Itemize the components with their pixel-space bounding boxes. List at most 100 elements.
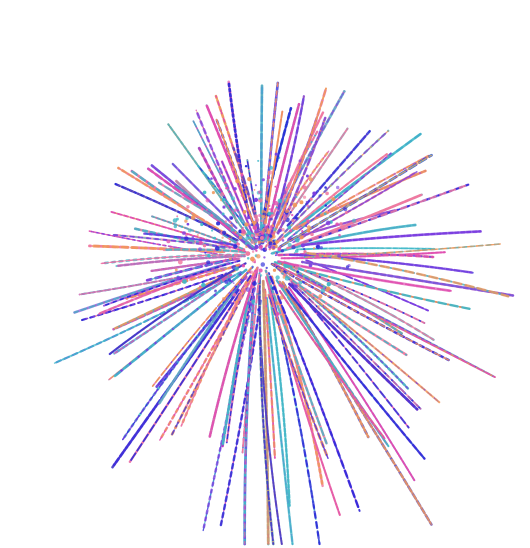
firework-spark bbox=[302, 185, 307, 190]
firework-spark bbox=[233, 244, 238, 249]
firework-streak bbox=[243, 296, 255, 545]
firework-streak bbox=[162, 248, 247, 254]
firework-spark bbox=[206, 209, 208, 211]
firework-streak bbox=[151, 267, 253, 387]
firework-spark bbox=[268, 204, 271, 208]
firework-spark bbox=[319, 246, 323, 250]
firework-streak bbox=[270, 262, 409, 390]
firework-spark bbox=[264, 247, 268, 251]
firework-streak bbox=[266, 297, 294, 545]
firework-spark bbox=[232, 282, 235, 284]
firework-spark bbox=[335, 222, 339, 226]
firework-streak bbox=[277, 116, 327, 235]
firework-spark bbox=[288, 206, 292, 210]
firework-streak bbox=[219, 299, 262, 527]
firework-streak bbox=[259, 84, 264, 234]
firework-spark bbox=[279, 295, 284, 300]
firework-spark bbox=[268, 170, 273, 175]
firework-spark bbox=[287, 242, 292, 247]
firework-spark bbox=[302, 195, 307, 199]
firework-spark bbox=[244, 242, 248, 245]
firework-spark bbox=[177, 259, 183, 265]
firework-spark bbox=[301, 230, 304, 233]
firework-spark bbox=[274, 252, 277, 255]
firework-streak bbox=[196, 164, 257, 244]
firework-spark bbox=[303, 250, 307, 254]
firework-spark bbox=[265, 266, 268, 270]
firework-spark bbox=[272, 242, 277, 246]
firework-spark bbox=[294, 266, 299, 271]
firework-spark bbox=[230, 224, 233, 227]
firework-spark bbox=[318, 294, 323, 299]
firework-spark bbox=[278, 261, 280, 264]
firework-spark bbox=[186, 222, 190, 226]
firework-streak bbox=[270, 275, 324, 488]
firework-spark bbox=[182, 279, 187, 284]
firework-spark bbox=[244, 190, 248, 194]
firework-streak bbox=[304, 230, 482, 246]
firework-spark bbox=[248, 271, 252, 274]
firework-spark bbox=[257, 308, 261, 312]
firework-streak bbox=[113, 276, 231, 355]
firework-spark bbox=[248, 252, 251, 255]
firework-spark bbox=[272, 239, 275, 242]
firework-streak bbox=[112, 234, 231, 249]
firework-spark bbox=[266, 233, 268, 235]
firework-spark bbox=[251, 250, 255, 253]
firework-spark bbox=[271, 286, 275, 291]
firework-spark bbox=[305, 174, 309, 178]
firework-spark bbox=[267, 244, 272, 249]
firework-streak bbox=[221, 293, 251, 448]
firework-spark bbox=[299, 235, 304, 240]
firework-spark bbox=[204, 263, 208, 268]
firework-spark bbox=[207, 253, 211, 258]
firework-spark bbox=[228, 220, 232, 224]
firework-streak bbox=[159, 267, 258, 441]
firework-spark bbox=[275, 240, 279, 244]
firework-spark bbox=[328, 238, 331, 241]
firework-spark bbox=[300, 243, 305, 248]
firework-spark bbox=[339, 247, 342, 249]
firework-streak bbox=[277, 154, 433, 249]
firework-spark bbox=[254, 217, 260, 223]
firework-streak bbox=[303, 243, 501, 258]
firework-streak bbox=[208, 266, 259, 438]
firework-spark bbox=[219, 192, 225, 197]
firework-spark bbox=[318, 194, 322, 197]
firework-spark bbox=[260, 219, 264, 223]
firework-streak bbox=[115, 254, 246, 268]
firework-spark bbox=[246, 257, 250, 260]
firework-spark bbox=[205, 198, 210, 203]
firework-spark bbox=[291, 218, 295, 223]
firework-spark bbox=[253, 189, 256, 191]
firework-spark bbox=[176, 276, 181, 280]
firework-streak bbox=[278, 290, 386, 440]
firework-spark bbox=[187, 228, 192, 233]
firework-spark bbox=[267, 211, 272, 216]
firework-spark bbox=[253, 243, 256, 245]
firework-streak bbox=[275, 90, 346, 220]
firework-spark bbox=[269, 225, 273, 229]
firework-streak bbox=[284, 132, 422, 238]
firework-spark bbox=[294, 237, 300, 243]
firework-spark bbox=[268, 241, 273, 246]
firework-spark bbox=[308, 263, 313, 268]
firework-spark bbox=[224, 279, 229, 284]
firework-spark bbox=[245, 287, 251, 292]
firework-spark bbox=[324, 204, 327, 207]
firework-spark bbox=[299, 200, 304, 205]
firework-spark bbox=[242, 209, 247, 214]
firework-spark bbox=[241, 228, 244, 231]
firework-spark bbox=[245, 245, 248, 249]
firework-streak bbox=[288, 286, 416, 482]
firework-spark bbox=[280, 249, 285, 253]
firework-spark bbox=[250, 223, 254, 227]
firework-spark bbox=[259, 274, 263, 277]
firework-spark bbox=[277, 209, 279, 212]
firework-streak bbox=[288, 282, 419, 411]
firework-spark bbox=[302, 247, 306, 251]
firework-spark bbox=[258, 228, 261, 231]
firework-spark bbox=[208, 168, 211, 172]
firework-spark bbox=[310, 232, 314, 237]
firework-spark bbox=[233, 187, 237, 191]
